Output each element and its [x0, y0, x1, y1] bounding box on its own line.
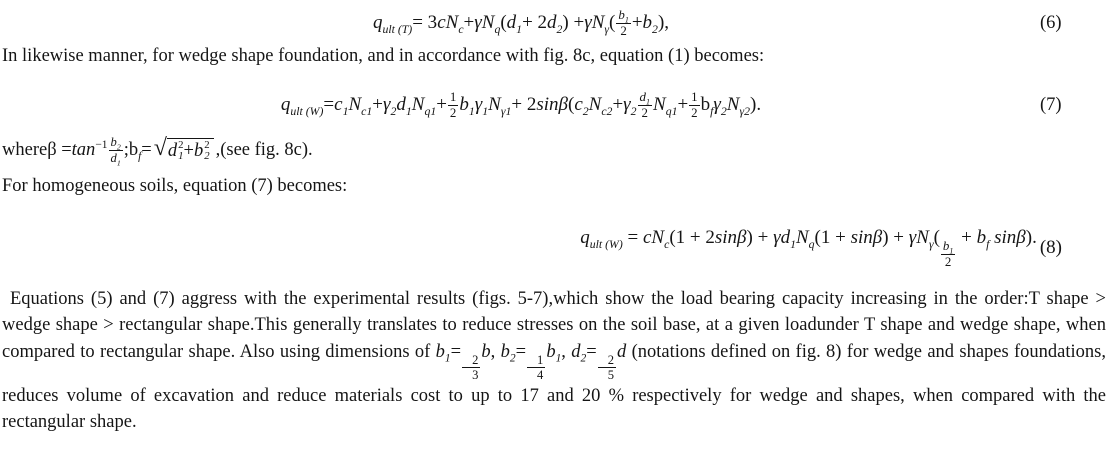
equation-6: qult (T) = 3 c Nc + γ Nq (d1 + 2 d2) + γ Nγ (…	[372, 6, 670, 38]
intro-text: In likewise manner, for wedge shape foun…	[2, 46, 765, 66]
homogeneous-text: For homogeneous soils, equation (7) beco…	[2, 176, 348, 196]
equation-8-line: qult (W) = cNc(1 + 2sinβ) + γd1Nq(1 + si…	[2, 227, 1106, 270]
discussion-paragraph: Equations (5) and (7) aggress with the e…	[2, 288, 1106, 433]
equation-6-line: qult (T) = 3 c Nc + γ Nq (d1 + 2 d2) + γ Nγ (…	[2, 3, 1106, 43]
equation-8-number: (8)	[1039, 237, 1062, 259]
equation-7-number: (7)	[1040, 94, 1062, 115]
equation-8: qult (W) = cNc(1 + 2sinβ) + γd1Nq(1 + si…	[580, 227, 1037, 269]
equation-7-line: qult (W) = c1 Nc1 + γ2 d1 Nq1 + 1 2 b1 γ1 Nγ1 +…	[2, 85, 1106, 125]
equation-6-number: (6)	[1040, 12, 1062, 33]
equation-7: qult (W) = c1 Nc1 + γ2 d1 Nq1 + 1 2 b1 γ1 Nγ1 +…	[280, 88, 762, 120]
